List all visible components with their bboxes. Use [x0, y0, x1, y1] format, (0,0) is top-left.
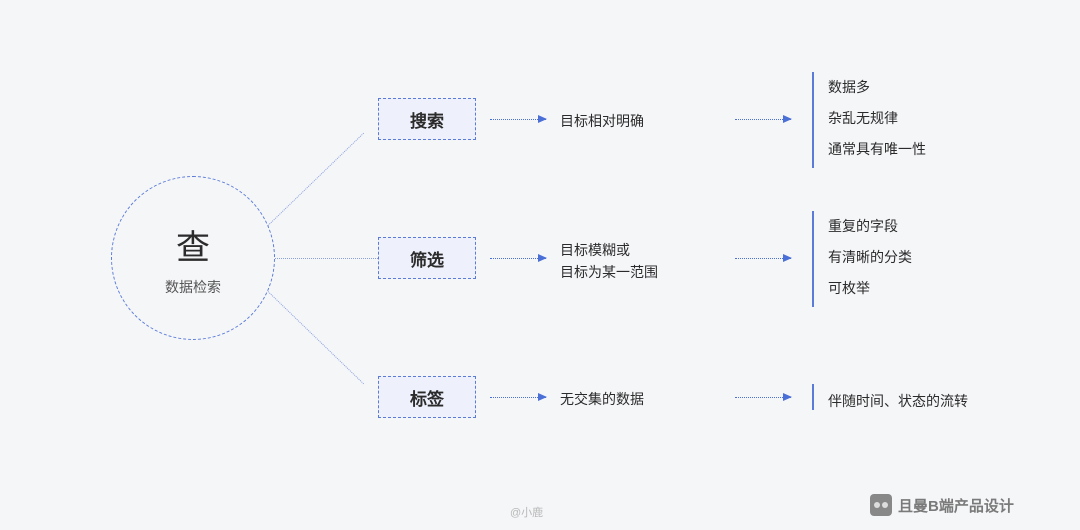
feature-item: 伴随时间、状态的流转	[828, 386, 968, 417]
arrow-tag-2	[735, 397, 791, 398]
feature-item: 通常具有唯一性	[828, 134, 926, 165]
arrow-filter-2	[735, 258, 791, 259]
root-subtitle: 数据检索	[165, 277, 221, 297]
watermark-center: @小鹿	[510, 504, 543, 520]
target-line: 目标模糊或	[560, 239, 658, 261]
target-line: 无交集的数据	[560, 388, 644, 410]
target-desc-tag: 无交集的数据	[560, 388, 644, 410]
watermark-badge-text: 且曼B端产品设计	[898, 495, 1014, 516]
watermark-badge: 且曼B端产品设计	[870, 494, 1014, 516]
target-line: 目标为某一范围	[560, 261, 658, 283]
arrow-search-2	[735, 119, 791, 120]
feature-list-search: 数据多杂乱无规律通常具有唯一性	[828, 72, 926, 164]
connector-search	[268, 133, 364, 226]
feature-bar-search	[812, 72, 814, 168]
branch-box-filter: 筛选	[378, 237, 476, 279]
arrow-search-1	[490, 119, 546, 120]
feature-item: 杂乱无规律	[828, 103, 926, 134]
branch-box-search: 搜索	[378, 98, 476, 140]
target-line: 目标相对明确	[560, 110, 644, 132]
target-desc-search: 目标相对明确	[560, 110, 644, 132]
feature-item: 数据多	[828, 72, 926, 103]
feature-bar-tag	[812, 384, 814, 410]
feature-item: 可枚举	[828, 273, 912, 304]
feature-item: 有清晰的分类	[828, 242, 912, 273]
connector-tag	[268, 291, 364, 384]
target-desc-filter: 目标模糊或目标为某一范围	[560, 239, 658, 284]
arrow-tag-1	[490, 397, 546, 398]
feature-list-tag: 伴随时间、状态的流转	[828, 386, 968, 417]
connector-filter	[275, 258, 378, 259]
root-title: 查	[176, 220, 210, 269]
feature-item: 重复的字段	[828, 211, 912, 242]
feature-bar-filter	[812, 211, 814, 307]
feature-list-filter: 重复的字段有清晰的分类可枚举	[828, 211, 912, 303]
branch-box-tag: 标签	[378, 376, 476, 418]
root-node: 查数据检索	[111, 176, 275, 340]
wechat-icon	[870, 494, 892, 516]
arrow-filter-1	[490, 258, 546, 259]
